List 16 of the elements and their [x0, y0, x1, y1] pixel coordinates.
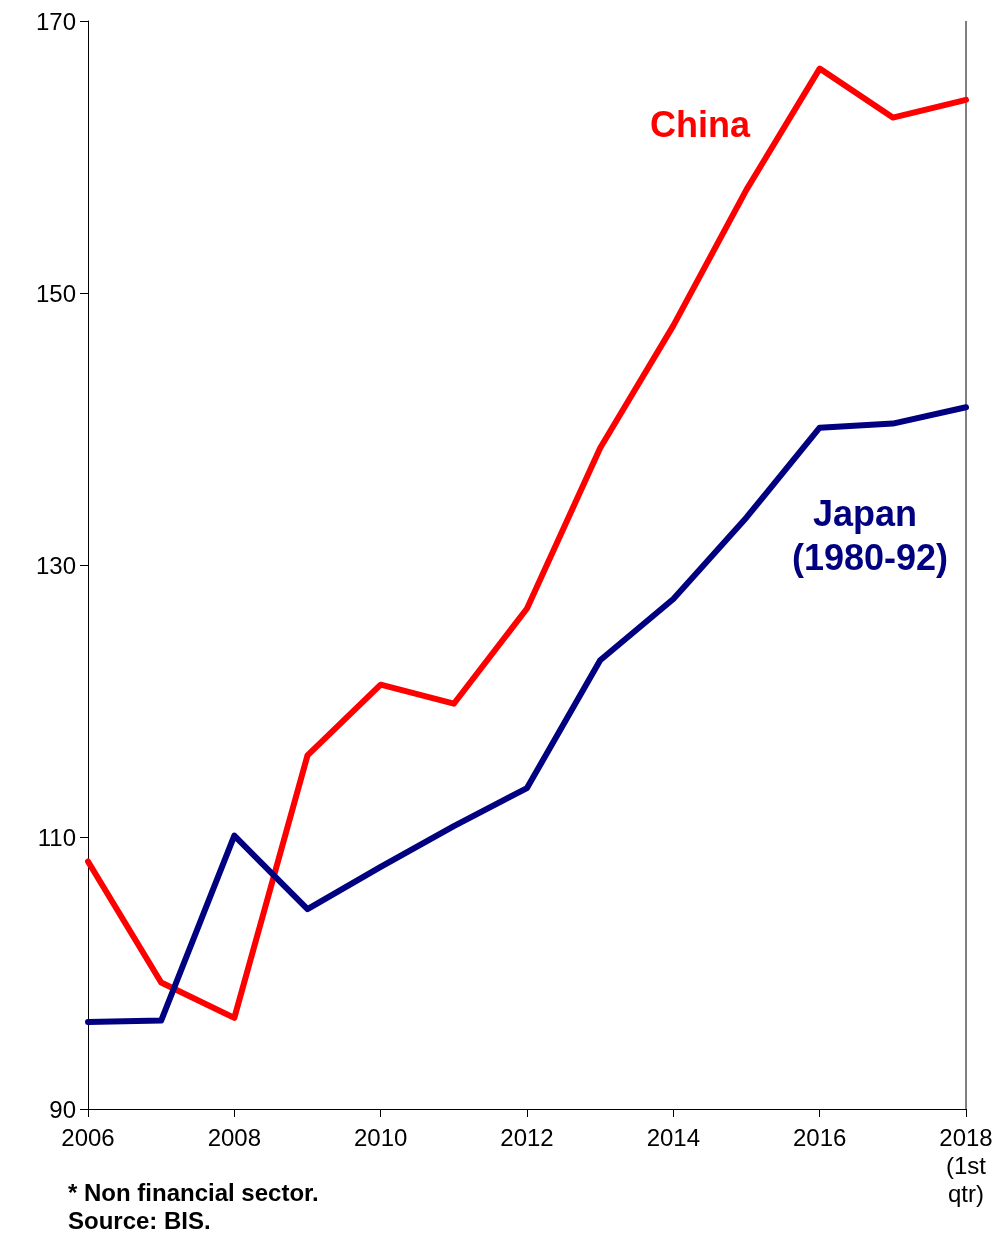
- y-tick-label: 150: [35, 279, 76, 307]
- series-label: Japan (1980-92): [791, 492, 949, 578]
- y-tick-label: 130: [35, 551, 76, 579]
- x-tick-label: 2012: [500, 1123, 554, 1151]
- source-note: Source: BIS.: [68, 1206, 211, 1234]
- x-tick-label: 2008: [207, 1123, 262, 1151]
- x-tick-label: 2018 (1st qtr): [939, 1123, 993, 1207]
- x-tick-label: 2006: [61, 1123, 115, 1151]
- y-tick-label: 170: [35, 7, 76, 35]
- y-tick-label: 90: [49, 1095, 76, 1123]
- series-label: China: [649, 104, 751, 146]
- x-tick-label: 2016: [792, 1123, 847, 1151]
- x-tick-label: 2010: [353, 1123, 408, 1151]
- text: * Non financial sector.: [68, 1178, 319, 1206]
- x-tick-label: 2014: [646, 1123, 701, 1151]
- y-tick-label: 110: [37, 823, 76, 851]
